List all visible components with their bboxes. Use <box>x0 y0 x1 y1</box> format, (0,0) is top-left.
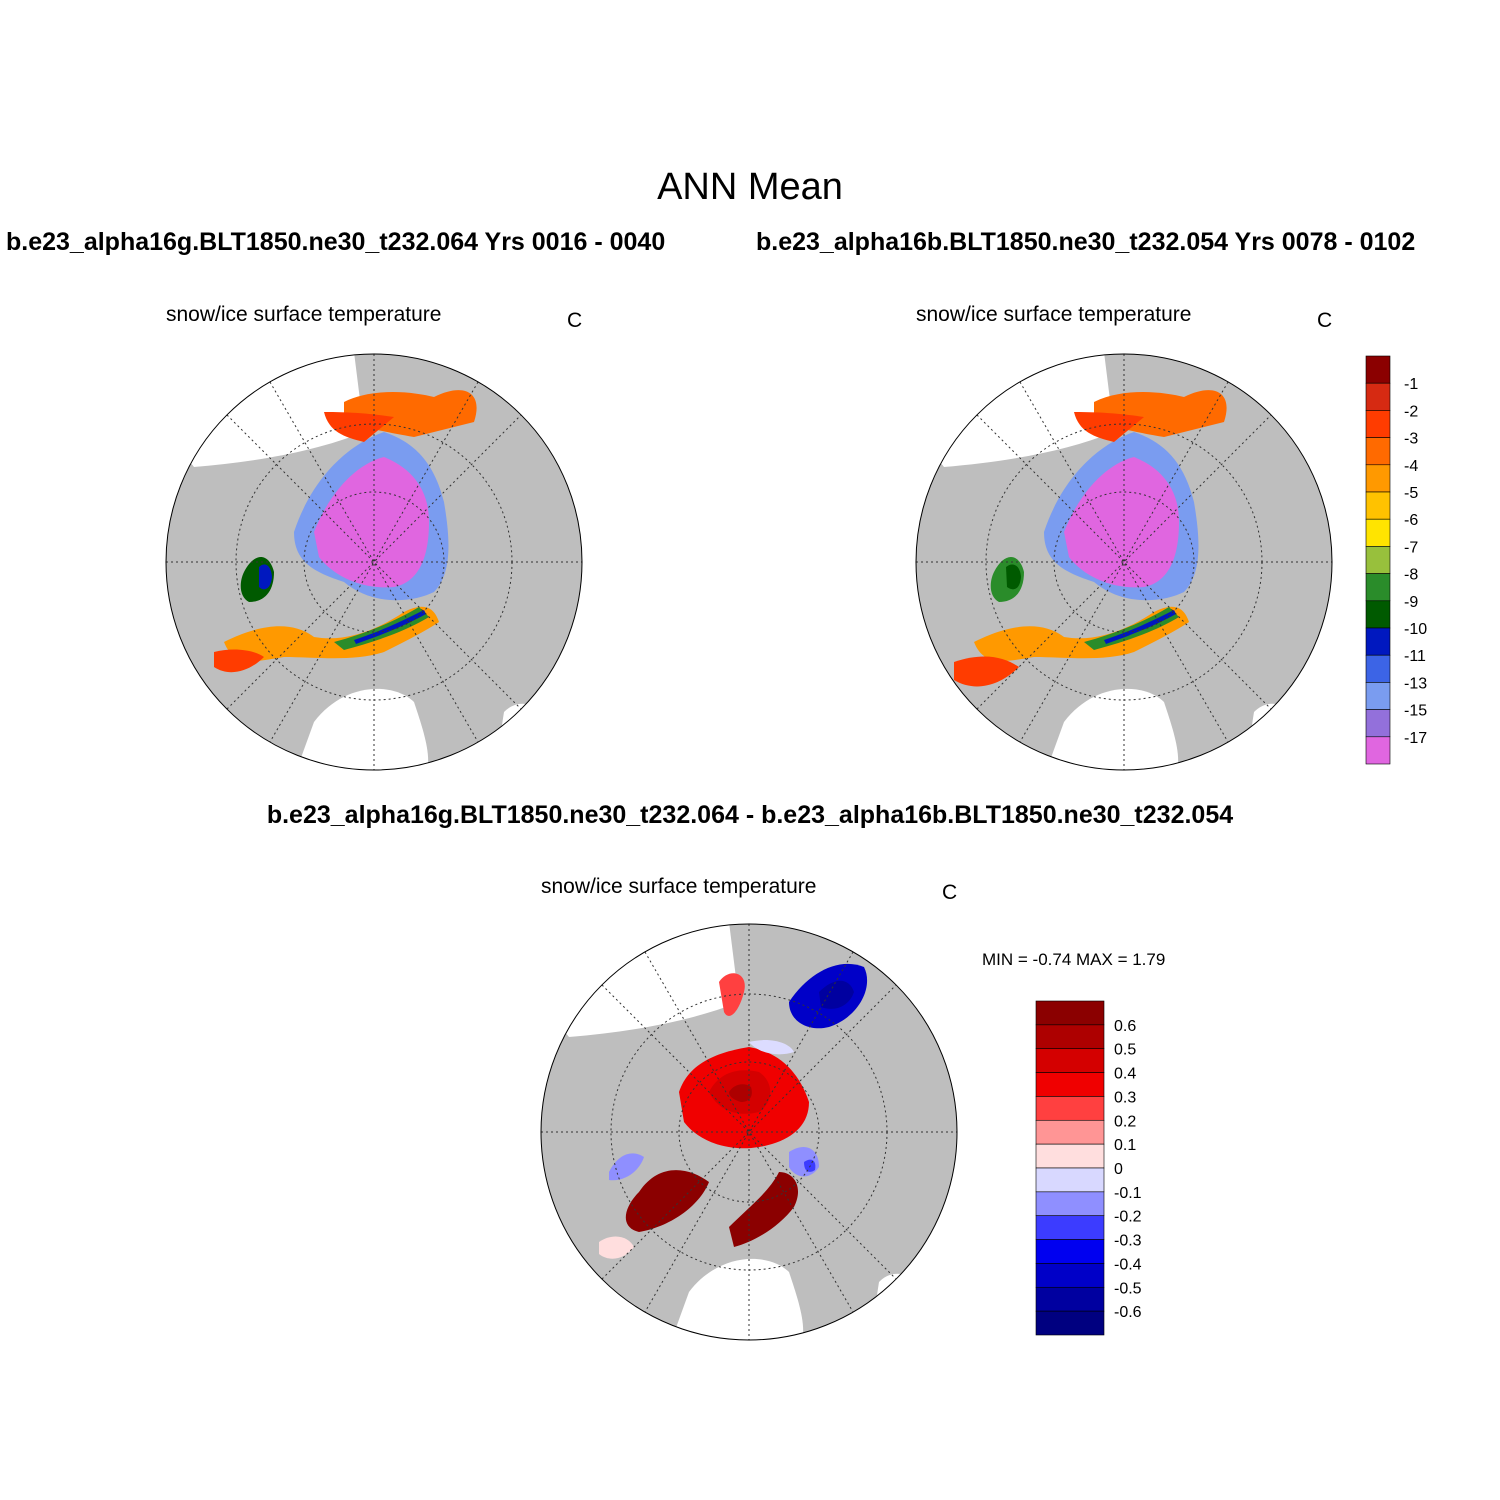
panel-right-units: C <box>1317 309 1333 332</box>
colorbar-absolute-tick-label: -5 <box>1404 485 1418 502</box>
colorbar-difference-tick-label: 0.2 <box>1114 1113 1136 1130</box>
colorbar-difference-tick-label: -0.3 <box>1114 1233 1142 1250</box>
colorbar-difference: 0.6 0.5 0.4 0.3 0.2 0.1 0 -0.1 -0.2 -0.3 -0.4 -0.5 -… <box>1035 1000 1142 1336</box>
colorbar-difference-swatch <box>1035 1072 1105 1097</box>
colorbar-absolute-swatch <box>1365 682 1391 710</box>
colorbar-difference-swatch <box>1035 1048 1105 1073</box>
colorbar-absolute-swatch <box>1365 464 1391 493</box>
case-title-left: b.e23_alpha16g.BLT1850.ne30_t232.064 Yrs… <box>6 228 666 256</box>
colorbar-absolute-tick-label: -4 <box>1404 458 1418 475</box>
polar-map-left <box>165 353 583 771</box>
colorbar-difference-tick-label: -0.4 <box>1114 1256 1142 1273</box>
colorbar-difference-swatch <box>1035 1119 1105 1145</box>
panel-left-units: C <box>567 309 583 332</box>
colorbar-difference-swatch <box>1035 1000 1105 1026</box>
colorbar-absolute-swatch <box>1365 654 1391 683</box>
colorbar-difference-swatch <box>1035 1310 1105 1336</box>
colorbar-difference-swatch <box>1035 1167 1105 1193</box>
difference-title: b.e23_alpha16g.BLT1850.ne30_t232.064 - b… <box>266 801 1234 829</box>
colorbar-absolute-tick-label: -9 <box>1404 594 1418 611</box>
colorbar-absolute-swatch <box>1365 627 1391 656</box>
colorbar-absolute-tick-label: -10 <box>1404 621 1427 638</box>
colorbar-absolute-tick-label: -2 <box>1404 403 1418 420</box>
colorbar-difference-swatch <box>1035 1024 1105 1050</box>
colorbar-absolute-swatch <box>1365 736 1391 765</box>
colorbar-difference-tick-label: -0.6 <box>1114 1304 1142 1321</box>
colorbar-absolute-swatch <box>1365 382 1391 411</box>
colorbar-difference-tick-label: -0.2 <box>1114 1209 1142 1226</box>
colorbar-absolute-swatch <box>1365 437 1391 466</box>
min-max-stats: MIN = -0.74 MAX = 1.79 <box>982 950 1166 969</box>
colorbar-absolute-tick-label: -13 <box>1404 675 1427 692</box>
colorbar-difference-tick-label: -0.1 <box>1114 1185 1142 1202</box>
colorbar-absolute-tick-label: -7 <box>1404 539 1418 556</box>
colorbar-absolute-tick-label: -11 <box>1404 648 1426 665</box>
colorbar-absolute-swatch <box>1365 709 1391 738</box>
colorbar-difference-tick-label: 0.6 <box>1114 1018 1136 1035</box>
colorbar-difference-swatch <box>1035 1239 1105 1264</box>
colorbar-difference-tick-label: 0.3 <box>1114 1089 1136 1106</box>
colorbar-difference-swatch <box>1035 1191 1105 1217</box>
colorbar-absolute-tick-label: -17 <box>1404 730 1427 747</box>
panel-diff-units: C <box>942 881 958 904</box>
colorbar-absolute-swatch <box>1365 518 1391 547</box>
colorbar-absolute-tick-label: -3 <box>1404 431 1418 448</box>
colorbar-difference-tick-label: 0.5 <box>1114 1042 1136 1059</box>
polar-map-difference <box>540 923 958 1341</box>
colorbar-difference-swatch <box>1035 1096 1105 1121</box>
colorbar-absolute-swatch <box>1365 355 1391 384</box>
colorbar-absolute-tick-label: -15 <box>1404 703 1427 720</box>
colorbar-difference-tick-label: 0 <box>1114 1161 1123 1178</box>
colorbar-absolute-tick-label: -6 <box>1404 512 1418 529</box>
colorbar-absolute-swatch <box>1365 546 1391 574</box>
colorbar-difference-tick-label: -0.5 <box>1114 1280 1142 1297</box>
colorbar-absolute-tick-label: -8 <box>1404 567 1418 584</box>
figure-title: ANN Mean <box>657 166 843 208</box>
colorbar-difference-tick-label: 0.1 <box>1114 1137 1136 1154</box>
case-title-right: b.e23_alpha16b.BLT1850.ne30_t232.054 Yrs… <box>756 228 1416 256</box>
colorbar-absolute-swatch <box>1365 410 1391 438</box>
colorbar-difference-swatch <box>1035 1215 1105 1240</box>
colorbar-difference-tick-label: 0.4 <box>1114 1066 1136 1083</box>
panel-left-variable: snow/ice surface temperature <box>166 303 442 326</box>
colorbar-absolute-swatch <box>1365 491 1391 520</box>
colorbar-absolute: -1 -2 -3 -4 -5 -6 -7 -8 -9 -10 -11 -13 -15 -17 <box>1365 355 1427 765</box>
colorbar-difference-swatch <box>1035 1263 1105 1288</box>
colorbar-absolute-swatch <box>1365 600 1391 629</box>
panel-right-variable: snow/ice surface temperature <box>916 303 1192 326</box>
colorbar-absolute-swatch <box>1365 573 1391 602</box>
panel-diff-variable: snow/ice surface temperature <box>541 875 817 898</box>
colorbar-difference-swatch <box>1035 1286 1105 1312</box>
colorbar-difference-swatch <box>1035 1143 1105 1169</box>
polar-map-right <box>915 353 1333 771</box>
colorbar-absolute-tick-label: -1 <box>1404 376 1418 393</box>
